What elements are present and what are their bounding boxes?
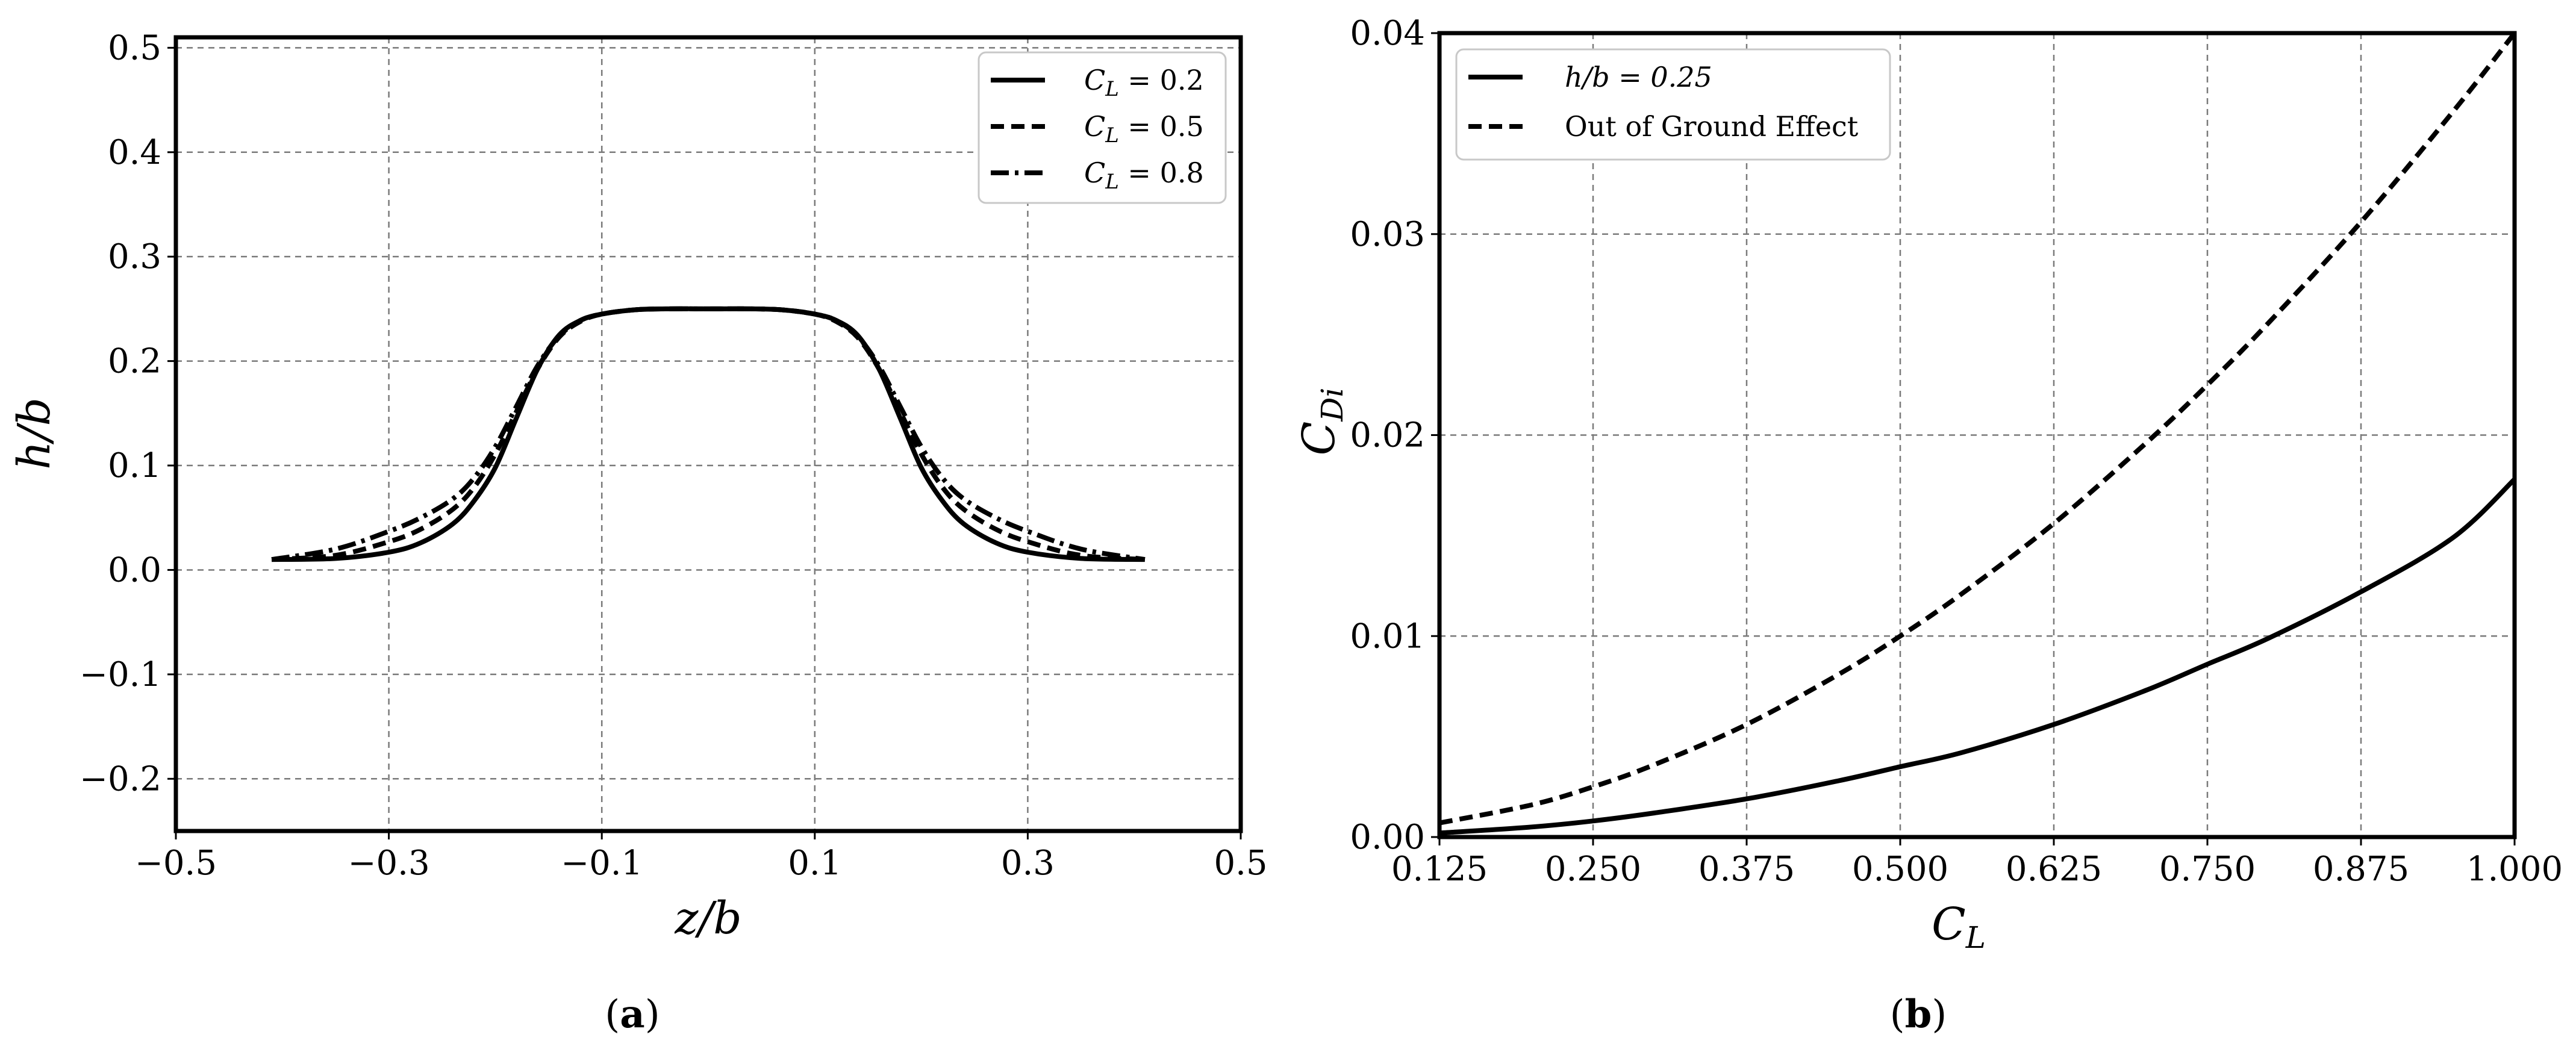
legend-cl-value: = 0.8 [1119,157,1204,189]
x-tick-label: 0.625 [2006,850,2102,889]
panel-a-legend: CL = 0.2 CL = 0.5 CL = 0.8 [978,51,1227,204]
x-tick-label: −0.1 [561,844,643,883]
panel-a-y-axis-label: h/b [8,397,60,470]
x-tick-label: 0.250 [1545,850,1641,889]
panel-a-caption-close: ) [645,992,660,1037]
panel-b-legend: h/b = 0.25 Out of Ground Effect [1455,48,1891,161]
y-tick-label: 0.3 [108,237,161,276]
series-line-3 [271,306,1146,562]
legend-cl-main: C [1084,64,1105,96]
panel-a-caption-open: ( [605,992,620,1037]
panel-a-x-axis-label: z/b [674,892,741,944]
legend-label-cl-0-8: CL = 0.8 [1084,157,1204,194]
y-tick-label: 0.01 [1350,617,1425,656]
panel-b-caption-letter: b [1905,992,1932,1037]
series-line-1 [1439,478,2516,836]
series-line-1 [272,306,1145,562]
panel-b-x-axis-label: CL [1932,898,1986,955]
legend-cl-sub: L [1105,123,1119,148]
panel-b-ticks: 0.125 0.250 0.375 0.500 0.625 0.750 0.875 1.000… [1350,14,2563,889]
legend-cl-main: C [1084,157,1105,189]
legend-cl-value: = 0.5 [1119,110,1204,143]
legend-cl-value: = 0.2 [1119,64,1204,96]
x-tick-label: 0.500 [1852,850,1948,889]
panel-b-plot-frame [1437,31,2517,839]
legend-label-cl-0-2: CL = 0.2 [1084,64,1204,101]
panel-b-y-label-sub: Di [1315,388,1350,422]
x-tick-label: −0.3 [348,844,430,883]
x-tick-label: −0.5 [135,844,217,883]
panel-a-caption: (a) [605,992,660,1037]
x-tick-label: 1.000 [2466,850,2563,889]
panel-a-grid [175,37,1242,831]
y-tick-label: 0.1 [108,446,161,485]
legend-label-cl-0-5: CL = 0.5 [1084,110,1204,148]
x-tick-label: 0.5 [1214,844,1267,883]
x-tick-label: 0.3 [1001,844,1055,883]
panel-a-plot-frame [173,35,1243,833]
panel-a-legend-box [978,51,1227,204]
panel-a-ticks: −0.5 −0.3 −0.1 0.1 0.3 0.5 −0.2 −0.1 0.0 0.1 0.2 0.… [80,28,1268,883]
legend-cl-sub: L [1105,170,1119,194]
panel-b-x-label-sub: L [1965,920,1986,955]
x-tick-label: 0.1 [788,844,841,883]
legend-label-oge: Out of Ground Effect [1565,110,1859,143]
legend-cl-main: C [1084,110,1105,143]
x-tick-label: 0.750 [2159,850,2256,889]
panel-b-y-axis-label: CDi [1293,388,1350,456]
y-tick-label: 0.0 [108,550,161,590]
panel-b-y-label-main: C [1293,422,1345,456]
y-tick-label: −0.1 [80,655,161,694]
x-tick-label: 0.375 [1698,850,1795,889]
y-tick-label: 0.04 [1350,14,1425,53]
legend-label-h-b: h/b = 0.25 [1565,61,1712,93]
y-tick-label: 0.2 [108,342,161,381]
panel-b-caption-open: ( [1890,992,1905,1037]
panel-b-chart: 0.125 0.250 0.375 0.500 0.625 0.750 0.875 1.000… [1293,14,2563,1037]
series-line-2 [1439,31,2517,826]
panel-b-series [1439,31,2517,836]
series-line-2 [271,306,1146,562]
panel-b-x-label-main: C [1932,898,1966,950]
legend-cl-sub: L [1105,77,1119,101]
panel-b-caption-close: ) [1932,992,1947,1037]
y-tick-label: 0.02 [1350,416,1425,455]
panel-a-caption-letter: a [620,992,644,1037]
y-tick-label: 0.00 [1350,818,1425,857]
x-tick-label: 0.125 [1391,850,1488,889]
y-tick-label: 0.5 [108,28,161,67]
y-tick-label: 0.03 [1350,215,1425,254]
panel-b-legend-box [1455,48,1891,161]
y-tick-label: −0.2 [80,759,161,798]
panel-b-caption: (b) [1890,992,1947,1037]
x-tick-label: 0.875 [2313,850,2409,889]
panel-a-series [271,306,1146,562]
y-tick-label: 0.4 [108,133,161,172]
panel-a-chart: −0.5 −0.3 −0.1 0.1 0.3 0.5 −0.2 −0.1 0.0 0.1 0.2 0.… [8,28,1268,1037]
